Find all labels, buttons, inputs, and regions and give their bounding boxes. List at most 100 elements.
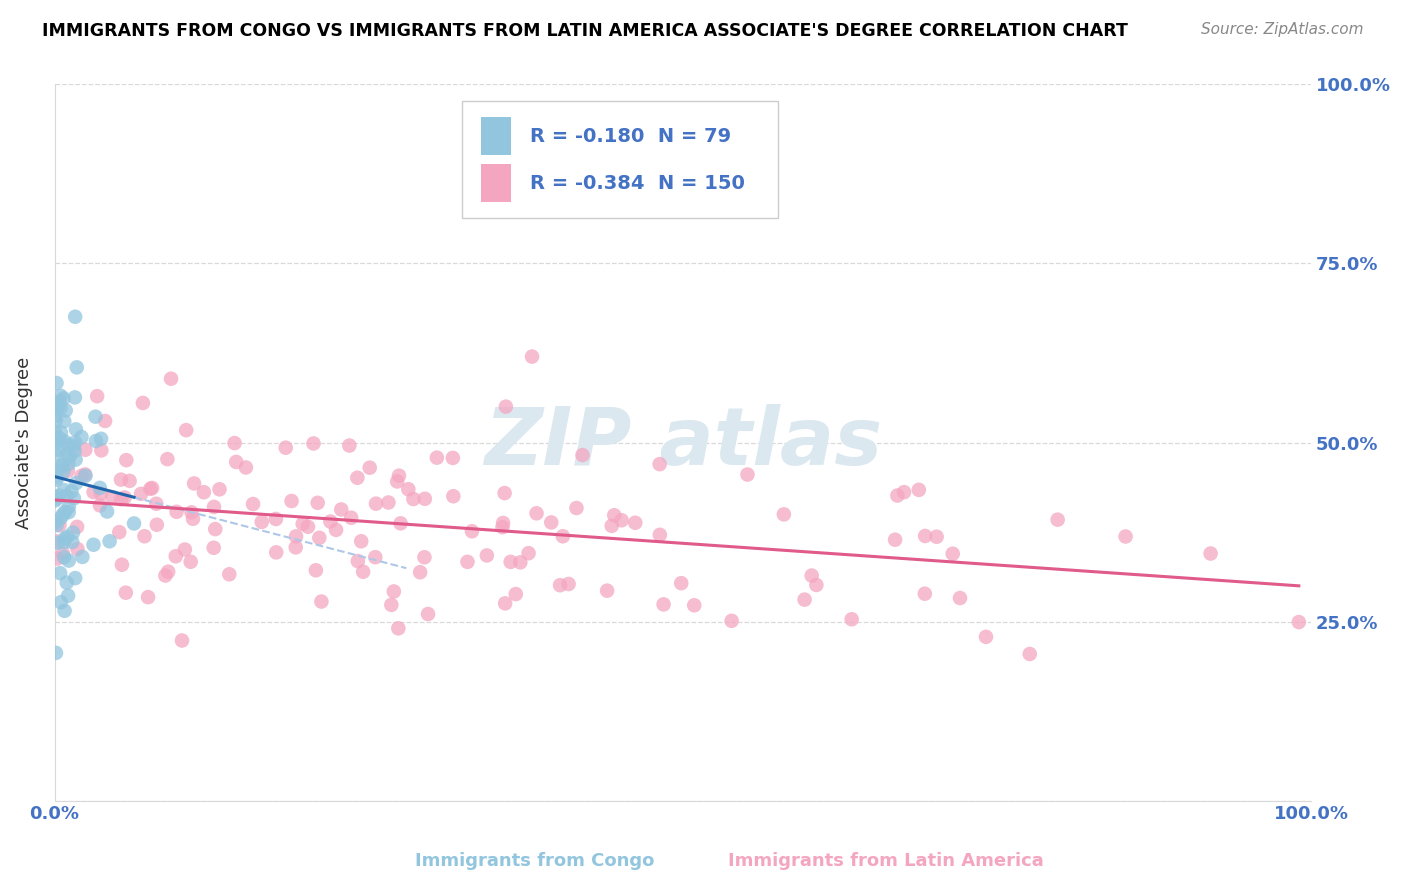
Point xyxy=(359,460,381,475)
Point xyxy=(49,595,72,609)
Point xyxy=(610,513,633,527)
Point xyxy=(914,529,936,543)
Point xyxy=(52,459,75,474)
Point xyxy=(202,541,225,555)
Point xyxy=(491,520,513,534)
Point xyxy=(139,482,162,496)
Point xyxy=(160,372,183,386)
Point xyxy=(45,518,67,533)
Point xyxy=(52,546,75,560)
Point xyxy=(56,589,79,603)
Point xyxy=(264,545,287,559)
Point xyxy=(63,391,86,405)
Point xyxy=(942,547,965,561)
Point xyxy=(325,523,347,537)
Point xyxy=(122,516,145,531)
Point xyxy=(48,431,70,445)
Point xyxy=(90,486,112,500)
Point xyxy=(94,414,117,428)
Point xyxy=(56,530,79,544)
Point xyxy=(114,491,136,505)
Point xyxy=(53,532,76,546)
Point xyxy=(806,578,828,592)
Point xyxy=(565,501,588,516)
Point xyxy=(426,450,449,465)
Point xyxy=(52,508,75,522)
Point xyxy=(111,558,134,572)
Point xyxy=(441,450,464,465)
Point xyxy=(773,508,796,522)
Point xyxy=(302,436,325,450)
Point xyxy=(60,535,83,549)
Point xyxy=(53,505,76,519)
Point xyxy=(1199,547,1222,561)
Point xyxy=(402,491,425,506)
Point xyxy=(48,394,70,409)
Point xyxy=(520,350,543,364)
Text: R = -0.180  N = 79: R = -0.180 N = 79 xyxy=(530,127,731,145)
Point xyxy=(157,565,180,579)
Point xyxy=(62,439,84,453)
Point xyxy=(893,485,915,500)
Point xyxy=(84,409,107,424)
Point xyxy=(134,529,156,543)
Point xyxy=(45,413,67,427)
Point xyxy=(44,409,66,423)
Point xyxy=(284,541,307,555)
Point xyxy=(46,551,69,566)
Point xyxy=(58,438,80,452)
Point xyxy=(48,489,70,503)
Point xyxy=(66,520,89,534)
Point xyxy=(385,475,408,489)
Point xyxy=(499,555,522,569)
Point xyxy=(413,550,436,565)
Point xyxy=(44,493,66,508)
Point xyxy=(340,510,363,524)
Point xyxy=(389,516,412,531)
Point xyxy=(53,550,76,565)
Point xyxy=(364,497,387,511)
Point xyxy=(70,430,93,444)
Point xyxy=(52,483,75,497)
Point xyxy=(58,505,80,519)
Point xyxy=(683,599,706,613)
Point xyxy=(352,565,374,579)
Point xyxy=(461,524,484,539)
Point xyxy=(337,438,360,452)
Point xyxy=(416,607,439,621)
Point xyxy=(53,434,76,449)
Point xyxy=(66,360,89,375)
Y-axis label: Associate's Degree: Associate's Degree xyxy=(15,357,32,529)
Point xyxy=(44,462,66,476)
Text: Immigrants from Congo: Immigrants from Congo xyxy=(415,852,654,870)
Point xyxy=(65,476,87,491)
Point xyxy=(346,471,368,485)
Point xyxy=(308,531,330,545)
Point xyxy=(793,592,815,607)
Point xyxy=(48,442,70,457)
Point xyxy=(841,612,863,626)
Point xyxy=(974,630,997,644)
Point xyxy=(166,505,188,519)
Point xyxy=(475,549,498,563)
Point xyxy=(925,530,948,544)
Point xyxy=(58,553,80,567)
Point xyxy=(350,534,373,549)
Point xyxy=(330,502,353,516)
Point xyxy=(388,468,411,483)
Point xyxy=(132,396,155,410)
Point xyxy=(146,517,169,532)
Point xyxy=(51,458,73,472)
Point xyxy=(250,515,273,529)
Point xyxy=(155,568,177,582)
Point xyxy=(596,583,619,598)
Point xyxy=(377,495,399,509)
Point xyxy=(44,424,66,438)
Point xyxy=(347,554,370,568)
Point xyxy=(45,376,67,390)
Text: IMMIGRANTS FROM CONGO VS IMMIGRANTS FROM LATIN AMERICA ASSOCIATE'S DEGREE CORREL: IMMIGRANTS FROM CONGO VS IMMIGRANTS FROM… xyxy=(42,22,1128,40)
Point xyxy=(319,515,342,529)
Point xyxy=(110,473,132,487)
Point xyxy=(235,460,257,475)
Point xyxy=(495,400,517,414)
